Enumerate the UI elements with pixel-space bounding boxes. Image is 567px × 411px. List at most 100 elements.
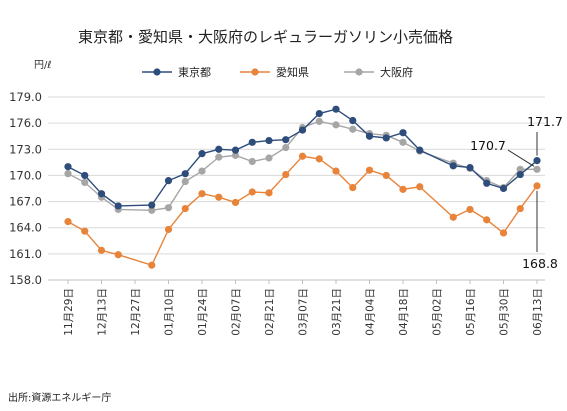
data-point	[265, 189, 273, 197]
data-point	[64, 163, 72, 171]
series-愛知県	[64, 152, 541, 269]
data-point	[298, 152, 307, 160]
legend-label: 東京都	[178, 65, 211, 79]
data-point	[248, 188, 256, 196]
data-point	[215, 153, 223, 161]
data-point	[365, 166, 374, 174]
data-point	[282, 136, 290, 144]
data-point	[466, 163, 474, 172]
legend-marker	[251, 68, 259, 76]
data-point	[81, 178, 89, 186]
y-tick-label: 179.0	[9, 90, 42, 104]
data-point	[349, 184, 357, 192]
data-point	[365, 132, 374, 140]
x-tick-label: 05月16日	[465, 288, 477, 336]
callout-label: 171.7	[527, 114, 563, 129]
y-tick-label: 158.0	[9, 273, 42, 287]
data-point	[114, 251, 122, 259]
data-point	[164, 204, 173, 212]
x-tick-label: 04月04日	[365, 288, 377, 336]
data-point	[164, 225, 173, 234]
data-point	[181, 170, 189, 178]
data-point	[516, 165, 524, 173]
data-point	[349, 116, 357, 125]
data-point	[248, 157, 256, 166]
series-group	[64, 105, 541, 269]
data-point	[215, 145, 223, 153]
data-point	[181, 177, 189, 186]
x-tick-label: 05月30日	[499, 288, 511, 336]
legend-marker	[355, 68, 363, 76]
data-point	[231, 151, 240, 159]
data-point	[483, 216, 491, 224]
data-point	[198, 167, 206, 175]
callout-leader	[507, 149, 535, 167]
data-point	[148, 261, 156, 269]
x-tick-label: 06月13日	[532, 288, 544, 336]
data-point	[181, 204, 189, 213]
data-point	[164, 177, 173, 185]
data-point	[282, 170, 290, 179]
x-tick-label: 12月27日	[130, 288, 142, 336]
data-point	[499, 184, 508, 193]
series-東京都	[64, 105, 541, 210]
y-tick-label: 161.0	[9, 247, 42, 261]
data-point	[265, 154, 273, 162]
data-point	[399, 129, 407, 137]
data-point	[148, 206, 156, 214]
callout-label: 168.8	[522, 256, 558, 271]
callouts: 171.7 170.7 168.8	[470, 114, 563, 271]
legend-item: 愛知県	[240, 65, 309, 79]
legend-marker	[153, 68, 161, 76]
data-point	[298, 126, 307, 134]
chart-title: 東京都・愛知県・大阪府のレギュラーガソリン小売価格	[78, 28, 453, 46]
gridlines	[48, 96, 545, 281]
data-point	[198, 190, 206, 198]
data-point	[97, 246, 106, 254]
x-tick-label: 02月07日	[231, 288, 243, 336]
data-point	[231, 146, 240, 154]
data-point	[215, 193, 223, 201]
data-point	[533, 165, 541, 173]
data-point	[231, 198, 240, 207]
data-point	[382, 134, 390, 142]
data-point	[416, 183, 424, 191]
data-point	[315, 155, 323, 163]
data-point	[499, 229, 508, 237]
data-point	[416, 146, 424, 154]
y-tick-label: 176.0	[9, 116, 42, 130]
data-point	[198, 150, 206, 158]
legend-item: 東京都	[142, 65, 211, 79]
y-tick-label: 170.0	[9, 168, 42, 182]
data-point	[282, 143, 290, 152]
data-point	[516, 170, 524, 179]
data-point	[399, 185, 407, 193]
x-tick-label: 03月21日	[331, 288, 343, 336]
data-point	[349, 125, 357, 133]
data-point	[97, 190, 106, 198]
x-tick-label: 03月07日	[298, 288, 310, 336]
data-point	[248, 138, 256, 146]
data-point	[382, 171, 390, 180]
data-point	[315, 109, 323, 118]
legend: 東京都 愛知県 大阪府	[142, 65, 413, 79]
data-point	[81, 227, 89, 235]
x-tick-label: 04月18日	[398, 288, 410, 336]
legend-label: 大阪府	[380, 65, 413, 79]
data-point	[533, 157, 541, 165]
callout-label: 170.7	[470, 138, 506, 153]
x-tick-label: 01月24日	[197, 288, 209, 336]
data-point	[449, 213, 457, 221]
data-point	[64, 218, 72, 226]
x-tick-label: 11月29日	[63, 288, 75, 336]
data-point	[399, 138, 407, 146]
series-line	[67, 120, 537, 211]
data-point	[466, 205, 474, 214]
y-tick-label: 164.0	[9, 221, 42, 235]
y-tick-label: 173.0	[9, 142, 42, 156]
y-tick-label: 167.0	[9, 195, 42, 209]
legend-label: 愛知県	[276, 65, 309, 79]
unit-label: 円/ℓ	[34, 60, 52, 71]
